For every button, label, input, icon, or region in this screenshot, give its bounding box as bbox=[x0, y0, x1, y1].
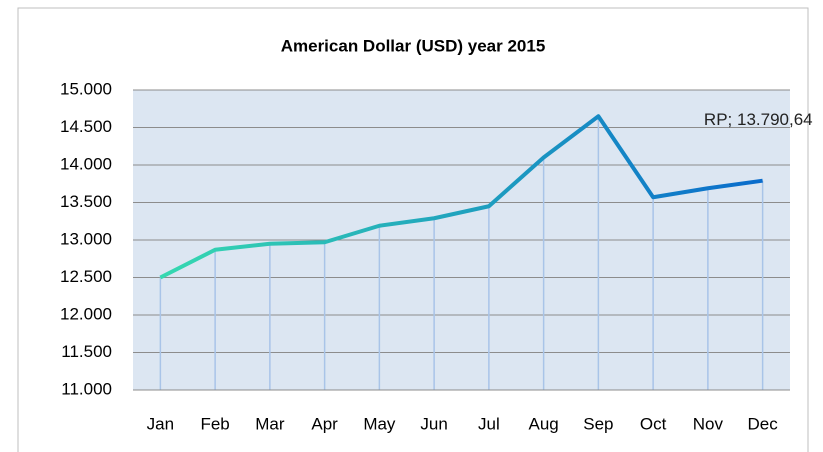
line-series bbox=[159, 114, 763, 280]
data-label: RP; 13.790,64 bbox=[703, 109, 813, 129]
x-tick-label: Jul bbox=[478, 414, 500, 433]
x-tick-label: May bbox=[363, 414, 396, 433]
x-tick-label: Jan bbox=[147, 414, 174, 433]
y-tick-label: 14.000 bbox=[60, 154, 112, 173]
y-tick-label: 15.000 bbox=[60, 79, 112, 98]
y-tick-label: 11.500 bbox=[61, 342, 112, 361]
x-tick-label: Jun bbox=[420, 414, 447, 433]
x-tick-label: Oct bbox=[640, 414, 667, 433]
y-tick-label: 12.500 bbox=[60, 267, 112, 286]
x-tick-label: Sep bbox=[583, 414, 613, 433]
y-tick-label: 13.000 bbox=[60, 229, 112, 248]
x-tick-label: Mar bbox=[255, 414, 285, 433]
chart-title: American Dollar (USD) year 2015 bbox=[281, 36, 546, 55]
y-tick-label: 11.000 bbox=[61, 379, 112, 398]
x-tick-label: Aug bbox=[529, 414, 559, 433]
y-tick-label: 14.500 bbox=[60, 117, 112, 136]
y-tick-label: 13.500 bbox=[60, 192, 112, 211]
y-tick-label: 12.000 bbox=[60, 304, 112, 323]
x-tick-label: Feb bbox=[200, 414, 229, 433]
x-tick-label: Dec bbox=[748, 414, 779, 433]
x-tick-label: Nov bbox=[693, 414, 724, 433]
x-tick-label: Apr bbox=[311, 414, 338, 433]
